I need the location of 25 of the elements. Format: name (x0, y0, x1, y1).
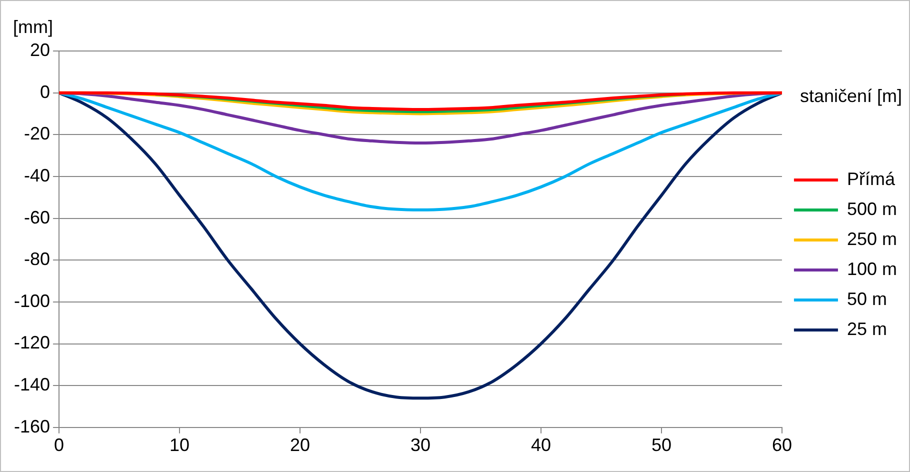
y-tick-label: -100 (14, 290, 50, 311)
y-axis-title: [mm] (13, 16, 53, 37)
x-tick-label: 30 (410, 435, 431, 456)
x-axis-title: staničení [m] (800, 86, 902, 106)
y-tick-label: 20 (30, 40, 50, 60)
legend-label: Přímá (846, 168, 896, 189)
y-tick-label: -20 (24, 124, 50, 144)
y-tick-label: 0 (40, 82, 50, 102)
legend-label: 100 m (846, 258, 898, 279)
legend-label: 50 m (846, 288, 888, 309)
y-tick-label: -40 (24, 165, 50, 186)
x-tick-label: 60 (772, 435, 792, 456)
y-tick-label: -60 (24, 207, 50, 228)
x-tick-label: 40 (530, 435, 552, 456)
x-tick-label: 20 (290, 435, 310, 456)
legend-label: 500 m (846, 198, 898, 219)
y-tick-label: -160 (14, 416, 50, 436)
y-tick-label: -140 (14, 374, 50, 395)
x-tick-label: 50 (651, 435, 672, 456)
y-tick-label: -120 (14, 332, 50, 353)
legend-label: 250 m (846, 228, 898, 249)
legend-label: 25 m (846, 318, 888, 339)
y-tick-label: -80 (24, 249, 50, 270)
x-tick-label: 10 (170, 435, 190, 456)
x-tick-label: 0 (54, 435, 64, 456)
